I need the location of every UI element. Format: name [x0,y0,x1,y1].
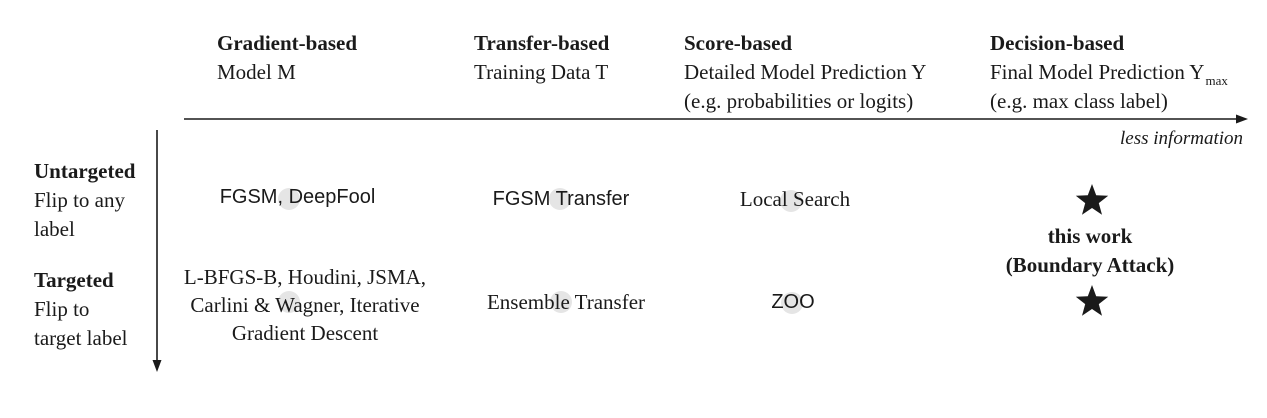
marker-dot [781,292,803,314]
row-untargeted-title: Untargeted [34,159,136,183]
marker-dot [780,190,802,212]
cell-targeted-score: ZOO [771,291,815,313]
cell-untargeted-transfer: FGSM Transfer [492,188,630,210]
header-gradient-desc: Model M [217,60,296,84]
header-decision-desc-line2: (e.g. max class label) [990,89,1168,113]
cell-untargeted-score: Local Search [739,187,851,211]
header-score-title: Score-based [684,31,793,55]
header-decision-desc-sub: max [1205,73,1228,88]
header-gradient-title: Gradient-based [217,31,358,55]
header-decision-desc-text: Final Model Prediction Y [990,60,1205,84]
horizontal-arrow [184,114,1248,124]
axis-label: less information [1120,128,1243,149]
this-work-label: this work [1047,224,1133,248]
marker-dot [278,188,300,210]
header-decision-title: Decision-based [990,31,1125,55]
star-icon [1075,285,1109,316]
row-targeted-title: Targeted [34,268,114,292]
header-decision-desc-line1: Final Model Prediction Ymax [990,58,1228,95]
vertical-arrow [152,130,162,372]
cell-untargeted-gradient: FGSM, DeepFool [219,186,376,208]
header-score-desc-line2: (e.g. probabilities or logits) [684,89,914,113]
row-untargeted-desc: Flip to any label [34,188,126,241]
header-transfer-title: Transfer-based [474,31,610,55]
cell-targeted-transfer: Ensemble Transfer [486,290,646,314]
header-score-desc-line1: Detailed Model Prediction Y [684,60,927,84]
marker-dot [278,291,300,313]
boundary-attack-label: (Boundary Attack) [1005,253,1175,277]
header-transfer-desc: Training Data T [474,60,609,84]
marker-dot [549,188,571,210]
cell-targeted-gradient: L-BFGS-B, Houdini, JSMA, Carlini & Wagne… [183,265,427,345]
star-icon [1075,184,1109,215]
marker-dot [550,291,572,313]
row-targeted-desc: Flip to target label [34,297,128,350]
